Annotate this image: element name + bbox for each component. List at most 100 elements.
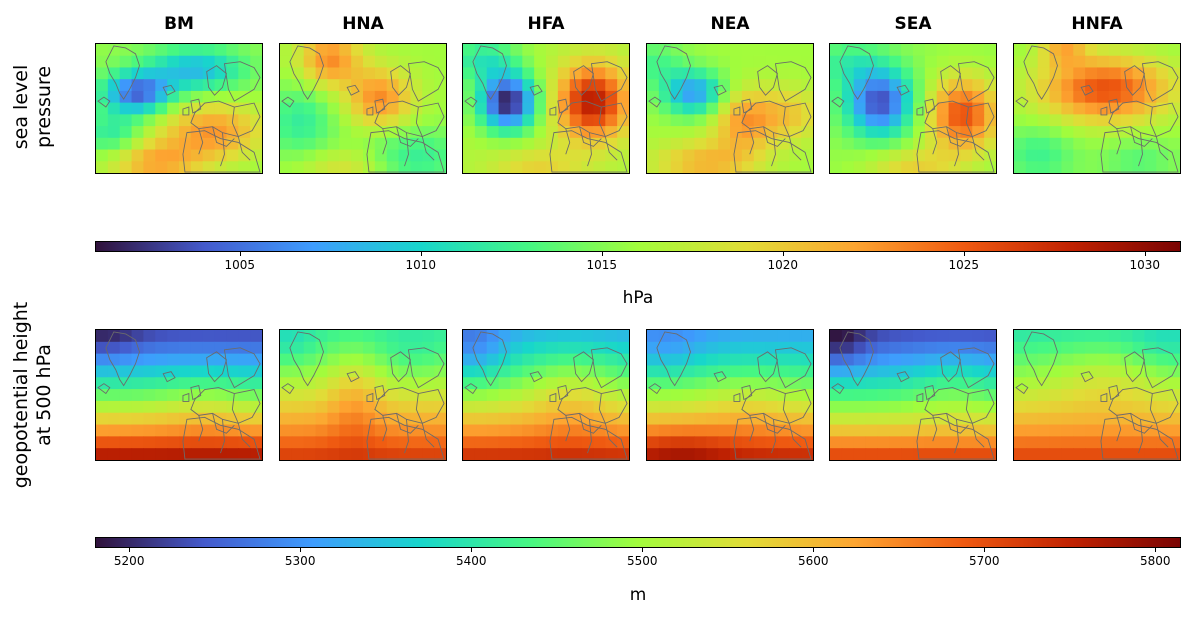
heatmap-cell — [718, 330, 731, 343]
heatmap-cell — [1108, 341, 1122, 355]
heatmap-cell — [534, 448, 547, 460]
heatmap-cell — [765, 400, 779, 414]
heatmap-cell — [718, 400, 731, 414]
heatmap-cell — [386, 330, 400, 343]
heatmap-cell — [706, 137, 719, 151]
heatmap-cell — [280, 389, 293, 402]
coastline — [713, 371, 727, 383]
column-title-bm: BM — [164, 14, 194, 34]
heatmap-cell — [422, 44, 435, 57]
heatmap-cell — [363, 79, 376, 92]
heatmap-cell — [1049, 436, 1063, 449]
heatmap-cell — [1144, 126, 1157, 139]
heatmap-cell — [291, 436, 305, 449]
heatmap-cell — [913, 55, 926, 69]
heatmap-cell — [865, 67, 879, 80]
heatmap-cell — [339, 400, 352, 414]
heatmap-cell — [924, 365, 938, 378]
heatmap-cell — [510, 353, 523, 367]
coastline — [1108, 385, 1120, 401]
heatmap-cell — [789, 436, 802, 449]
heatmap-cell — [486, 90, 500, 104]
heatmap-cell — [374, 341, 388, 355]
heatmap-cell — [647, 79, 660, 92]
heatmap-cell — [801, 436, 813, 449]
heatmap-cell — [789, 79, 802, 92]
heatmap-cell — [522, 424, 535, 437]
heatmap-cell — [327, 67, 340, 80]
heatmap-cell — [1014, 353, 1027, 367]
heatmap-cell — [658, 55, 672, 69]
coastline — [404, 419, 409, 454]
heatmap-cell — [581, 341, 595, 355]
heatmap-cell — [841, 44, 855, 57]
heatmap-cell — [351, 412, 364, 426]
heatmap-cell — [789, 365, 802, 378]
heatmap-cell — [694, 424, 707, 437]
heatmap-cell — [155, 126, 168, 139]
heatmap-cell — [936, 44, 950, 57]
heatmap-cell — [179, 102, 192, 115]
heatmap-cell — [972, 448, 985, 460]
coastline — [587, 419, 592, 454]
heatmap-cell — [410, 353, 423, 367]
heatmap-cell — [363, 67, 376, 80]
heatmap-cell — [569, 330, 583, 343]
coastline — [916, 392, 924, 402]
heatmap-cell — [569, 149, 583, 162]
heatmap-cell — [474, 365, 488, 378]
heatmap-cell — [107, 389, 121, 402]
heatmap-cell — [889, 341, 902, 355]
heatmap-cell — [498, 90, 512, 104]
heatmap-cell — [327, 377, 340, 390]
colorbar-tick-mark — [471, 548, 473, 552]
heatmap-cell — [841, 412, 855, 426]
heatmap-cell — [202, 126, 216, 139]
heatmap-cell — [398, 330, 412, 343]
heatmap-cell — [486, 79, 500, 92]
heatmap-cell — [841, 341, 855, 355]
heatmap-cell — [280, 114, 293, 127]
heatmap-cell — [718, 44, 731, 57]
heatmap-cell — [1073, 365, 1086, 378]
heatmap-cell — [694, 400, 707, 414]
heatmap-cell — [119, 412, 133, 426]
heatmap-cell — [202, 400, 216, 414]
heatmap-cell — [1061, 44, 1074, 57]
heatmap-cell — [534, 126, 547, 139]
coastline — [774, 61, 812, 102]
heatmap-cell — [546, 353, 559, 367]
heatmap-cell — [801, 126, 813, 139]
heatmap-cell — [924, 161, 938, 173]
heatmap-cell — [960, 126, 973, 139]
heatmap-cell — [546, 389, 559, 402]
heatmap-cell — [119, 79, 133, 92]
heatmap-cell — [374, 448, 388, 460]
heatmap-cell — [280, 67, 293, 80]
coastline — [896, 371, 910, 383]
heatmap-cell — [830, 330, 843, 343]
heatmap-cell — [202, 149, 216, 162]
heatmap-cell — [546, 448, 559, 460]
heatmap-cell — [1049, 389, 1063, 402]
map-panel-z500-sea — [829, 329, 997, 461]
coastline — [198, 415, 204, 442]
heatmap-cell — [936, 126, 950, 139]
coastline — [1100, 392, 1108, 402]
heatmap-cell — [1037, 400, 1051, 414]
coastline — [831, 96, 845, 108]
heatmap-cell — [522, 137, 535, 151]
heatmap-cell — [534, 44, 547, 57]
heatmap-cell — [486, 424, 500, 437]
heatmap-cell — [386, 389, 400, 402]
heatmap-cell — [1085, 67, 1098, 80]
coastline — [289, 45, 324, 100]
heatmap-cell — [190, 161, 204, 173]
heatmap-cell — [777, 161, 790, 173]
heatmap-cell — [682, 149, 696, 162]
heatmap-cell — [647, 137, 660, 151]
heatmap-cell — [339, 161, 352, 173]
heatmap-cell — [877, 79, 890, 92]
coastline — [1124, 351, 1145, 383]
heatmap-cell — [1120, 44, 1134, 57]
